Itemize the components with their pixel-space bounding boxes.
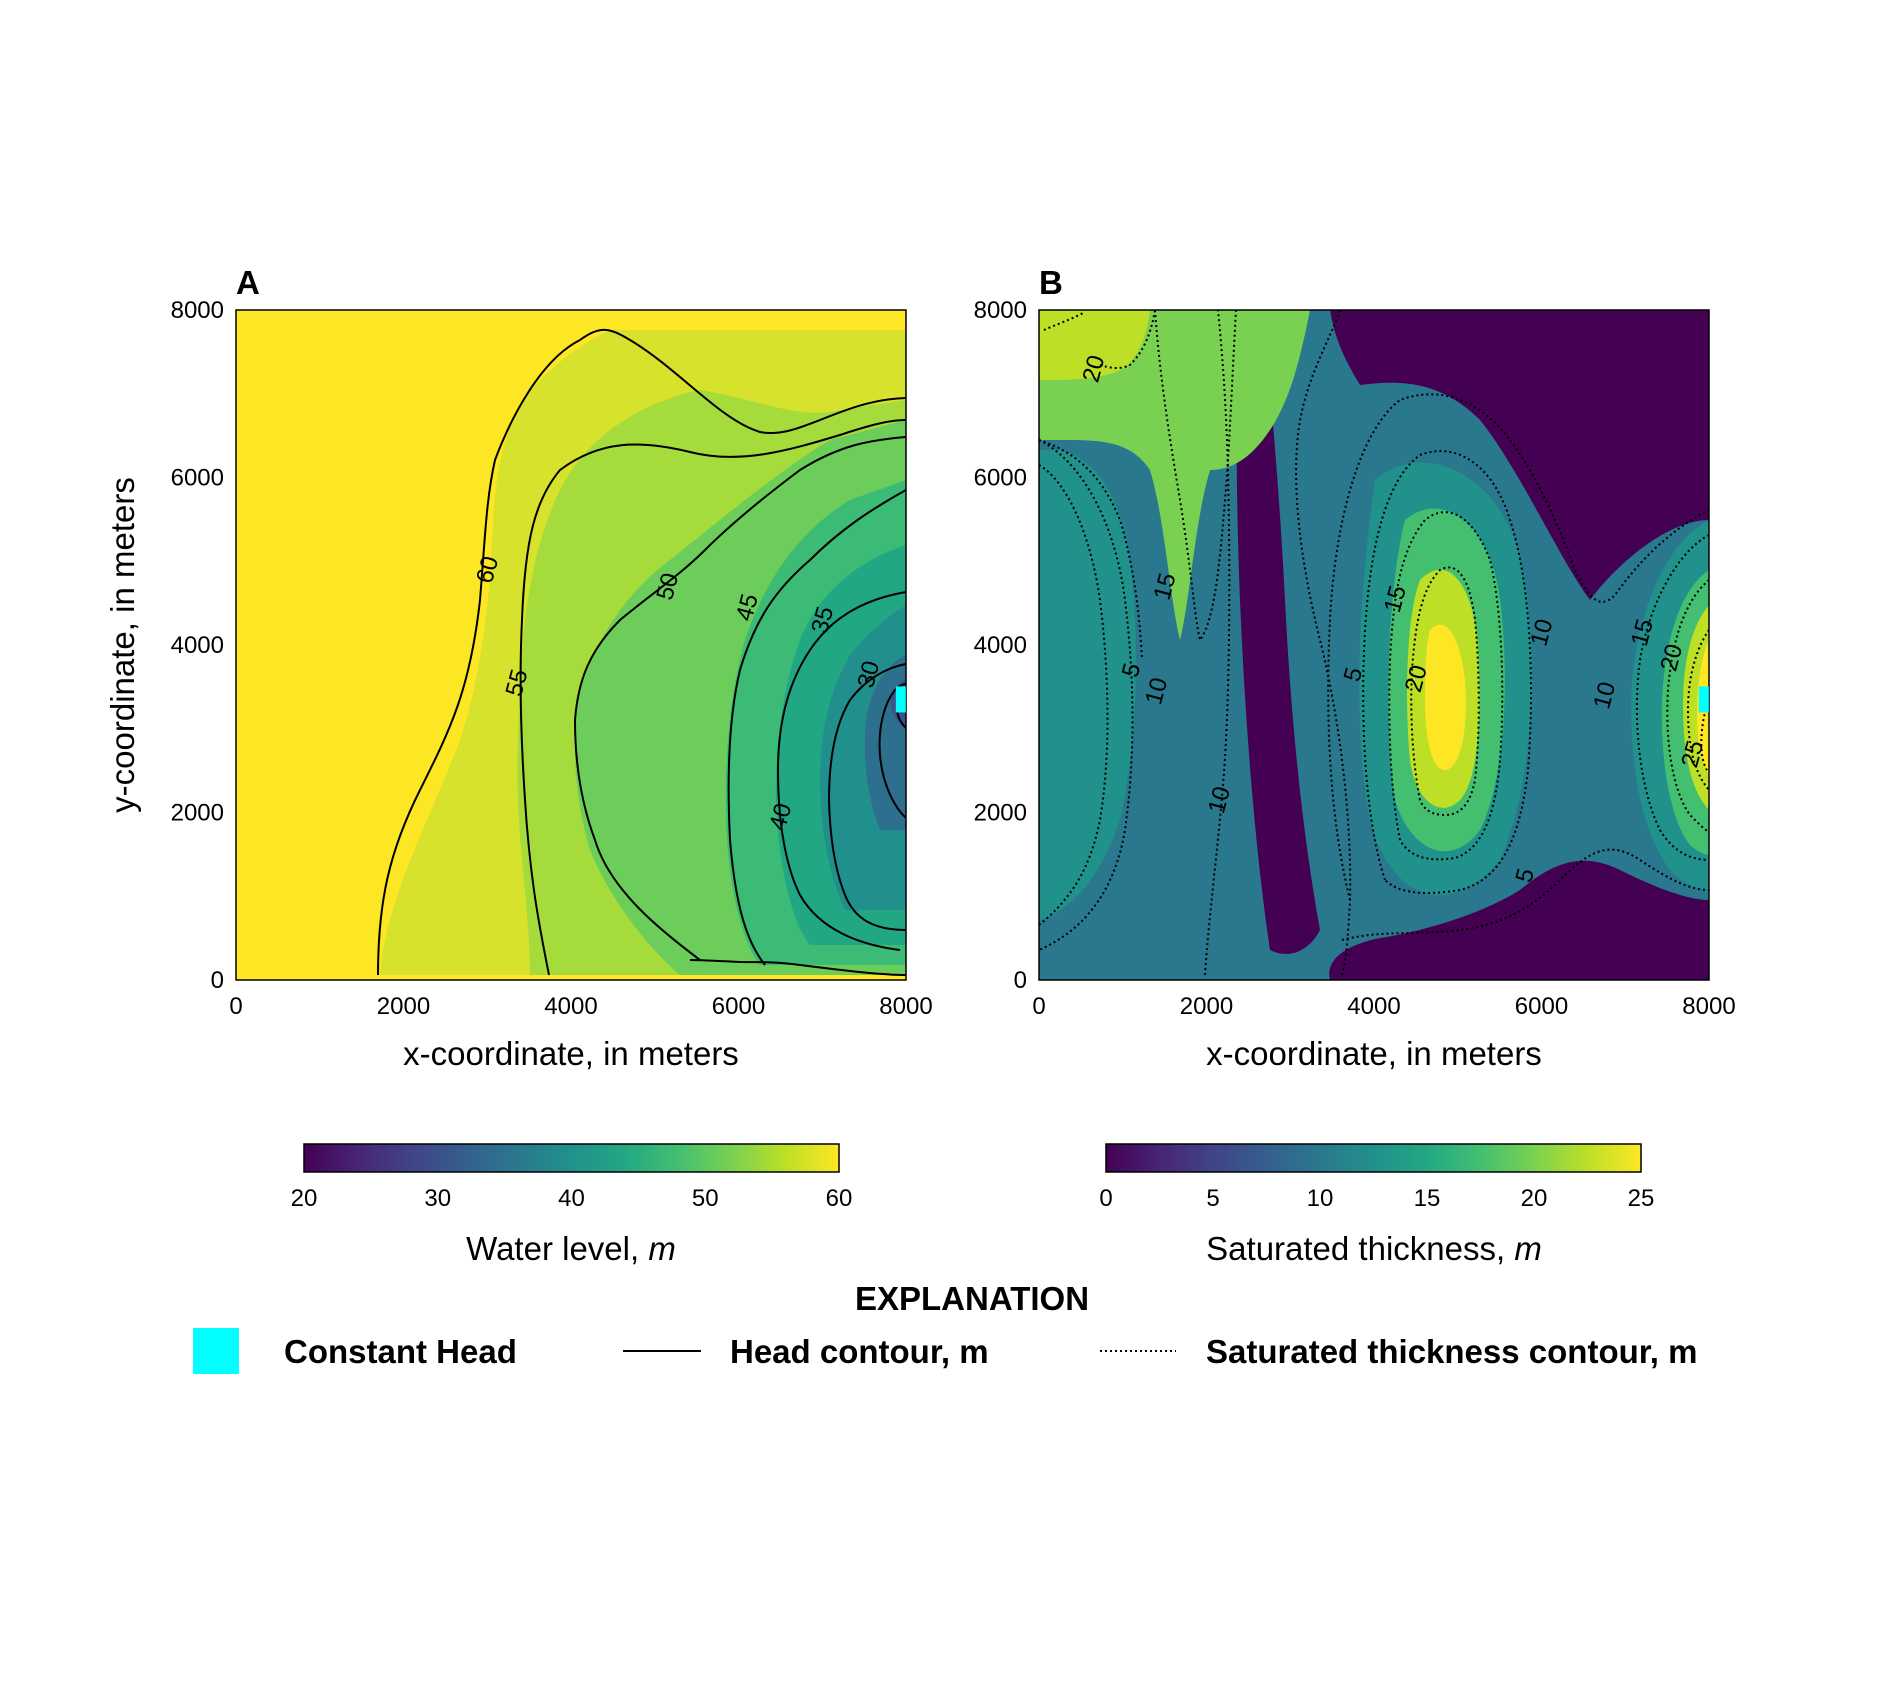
legend: EXPLANATION Constant Head Head contour, … — [193, 1280, 1697, 1374]
y-tick-label: 4000 — [974, 632, 1027, 659]
constant-head-swatch — [193, 1328, 239, 1374]
colorbar-a-label: Water level, m — [466, 1230, 676, 1267]
panel-b-x-axis-label: x-coordinate, in meters — [1206, 1035, 1542, 1072]
y-tick-label: 8000 — [171, 297, 224, 324]
x-tick-label: 4000 — [544, 993, 597, 1020]
panel-b-heatmap — [1039, 310, 1709, 980]
panel-b-letter: B — [1039, 264, 1063, 301]
y-tick-label: 6000 — [171, 465, 224, 492]
constant-head-cell-a — [895, 686, 906, 713]
panel-a-heatmap — [236, 310, 906, 980]
colorbar-tick-label: 10 — [1307, 1185, 1334, 1212]
panel-b-contours — [1039, 310, 1709, 976]
colorbar-tick-label: 0 — [1099, 1185, 1112, 1212]
x-tick-label: 2000 — [1180, 993, 1233, 1020]
colorbar-b: 0 5 10 15 20 25 Saturated thickness, m — [1099, 1143, 1654, 1267]
legend-label-thickness-contour: Saturated thickness contour, m — [1206, 1333, 1697, 1370]
panel-b: B — [974, 264, 1736, 1072]
colorbar-tick-label: 15 — [1414, 1185, 1441, 1212]
colorbar-tick-label: 20 — [291, 1185, 318, 1212]
colorbar-tick-label: 60 — [826, 1185, 853, 1212]
y-tick-label: 8000 — [974, 297, 1027, 324]
panel-a-ticks: 0 2000 4000 6000 8000 0 2000 4000 6000 8000 — [171, 297, 933, 1020]
y-tick-label: 2000 — [974, 800, 1027, 827]
colorbar-b-ticks: 0 5 10 15 20 25 — [1099, 1185, 1654, 1212]
colorbar-a-ticks: 20 30 40 50 60 — [291, 1185, 853, 1212]
x-tick-label: 2000 — [377, 993, 430, 1020]
colorbar-a-gradient — [303, 1143, 840, 1173]
colorbar-a: 20 30 40 50 60 Water level, m — [291, 1143, 853, 1267]
x-tick-label: 6000 — [1515, 993, 1568, 1020]
legend-title: EXPLANATION — [855, 1280, 1089, 1317]
x-tick-label: 0 — [229, 993, 242, 1020]
y-tick-label: 4000 — [171, 632, 224, 659]
y-tick-label: 0 — [211, 967, 224, 994]
panel-b-frame — [1038, 309, 1710, 981]
panel-a-y-axis-label: y-coordinate, in meters — [104, 477, 141, 813]
panel-a-contours — [377, 328, 906, 976]
colorbar-tick-label: 30 — [424, 1185, 451, 1212]
y-tick-label: 6000 — [974, 465, 1027, 492]
constant-head-cell-b — [1698, 686, 1709, 713]
x-tick-label: 6000 — [712, 993, 765, 1020]
x-tick-label: 8000 — [879, 993, 932, 1020]
panel-a-frame — [235, 309, 907, 981]
panel-a-letter: A — [236, 264, 260, 301]
colorbar-b-label: Saturated thickness, m — [1206, 1230, 1542, 1267]
legend-label-head-contour: Head contour, m — [730, 1333, 989, 1370]
panel-a-x-axis-label: x-coordinate, in meters — [403, 1035, 739, 1072]
legend-label-constant-head: Constant Head — [284, 1333, 517, 1370]
legend-item-constant-head: Constant Head — [193, 1328, 517, 1374]
colorbar-tick-label: 25 — [1628, 1185, 1655, 1212]
x-tick-label: 8000 — [1682, 993, 1735, 1020]
x-tick-label: 0 — [1032, 993, 1045, 1020]
colorbar-tick-label: 40 — [558, 1185, 585, 1212]
colorbar-tick-label: 20 — [1521, 1185, 1548, 1212]
colorbar-b-gradient — [1105, 1143, 1642, 1173]
y-tick-label: 2000 — [171, 800, 224, 827]
panel-b-ticks: 0 2000 4000 6000 8000 0 2000 4000 6000 8000 — [974, 297, 1736, 1020]
colorbar-tick-label: 5 — [1206, 1185, 1219, 1212]
colorbar-tick-label: 50 — [692, 1185, 719, 1212]
legend-item-head-contour: Head contour, m — [623, 1333, 989, 1370]
x-tick-label: 4000 — [1347, 993, 1400, 1020]
legend-item-thickness-contour: Saturated thickness contour, m — [1100, 1333, 1697, 1370]
y-tick-label: 0 — [1014, 967, 1027, 994]
